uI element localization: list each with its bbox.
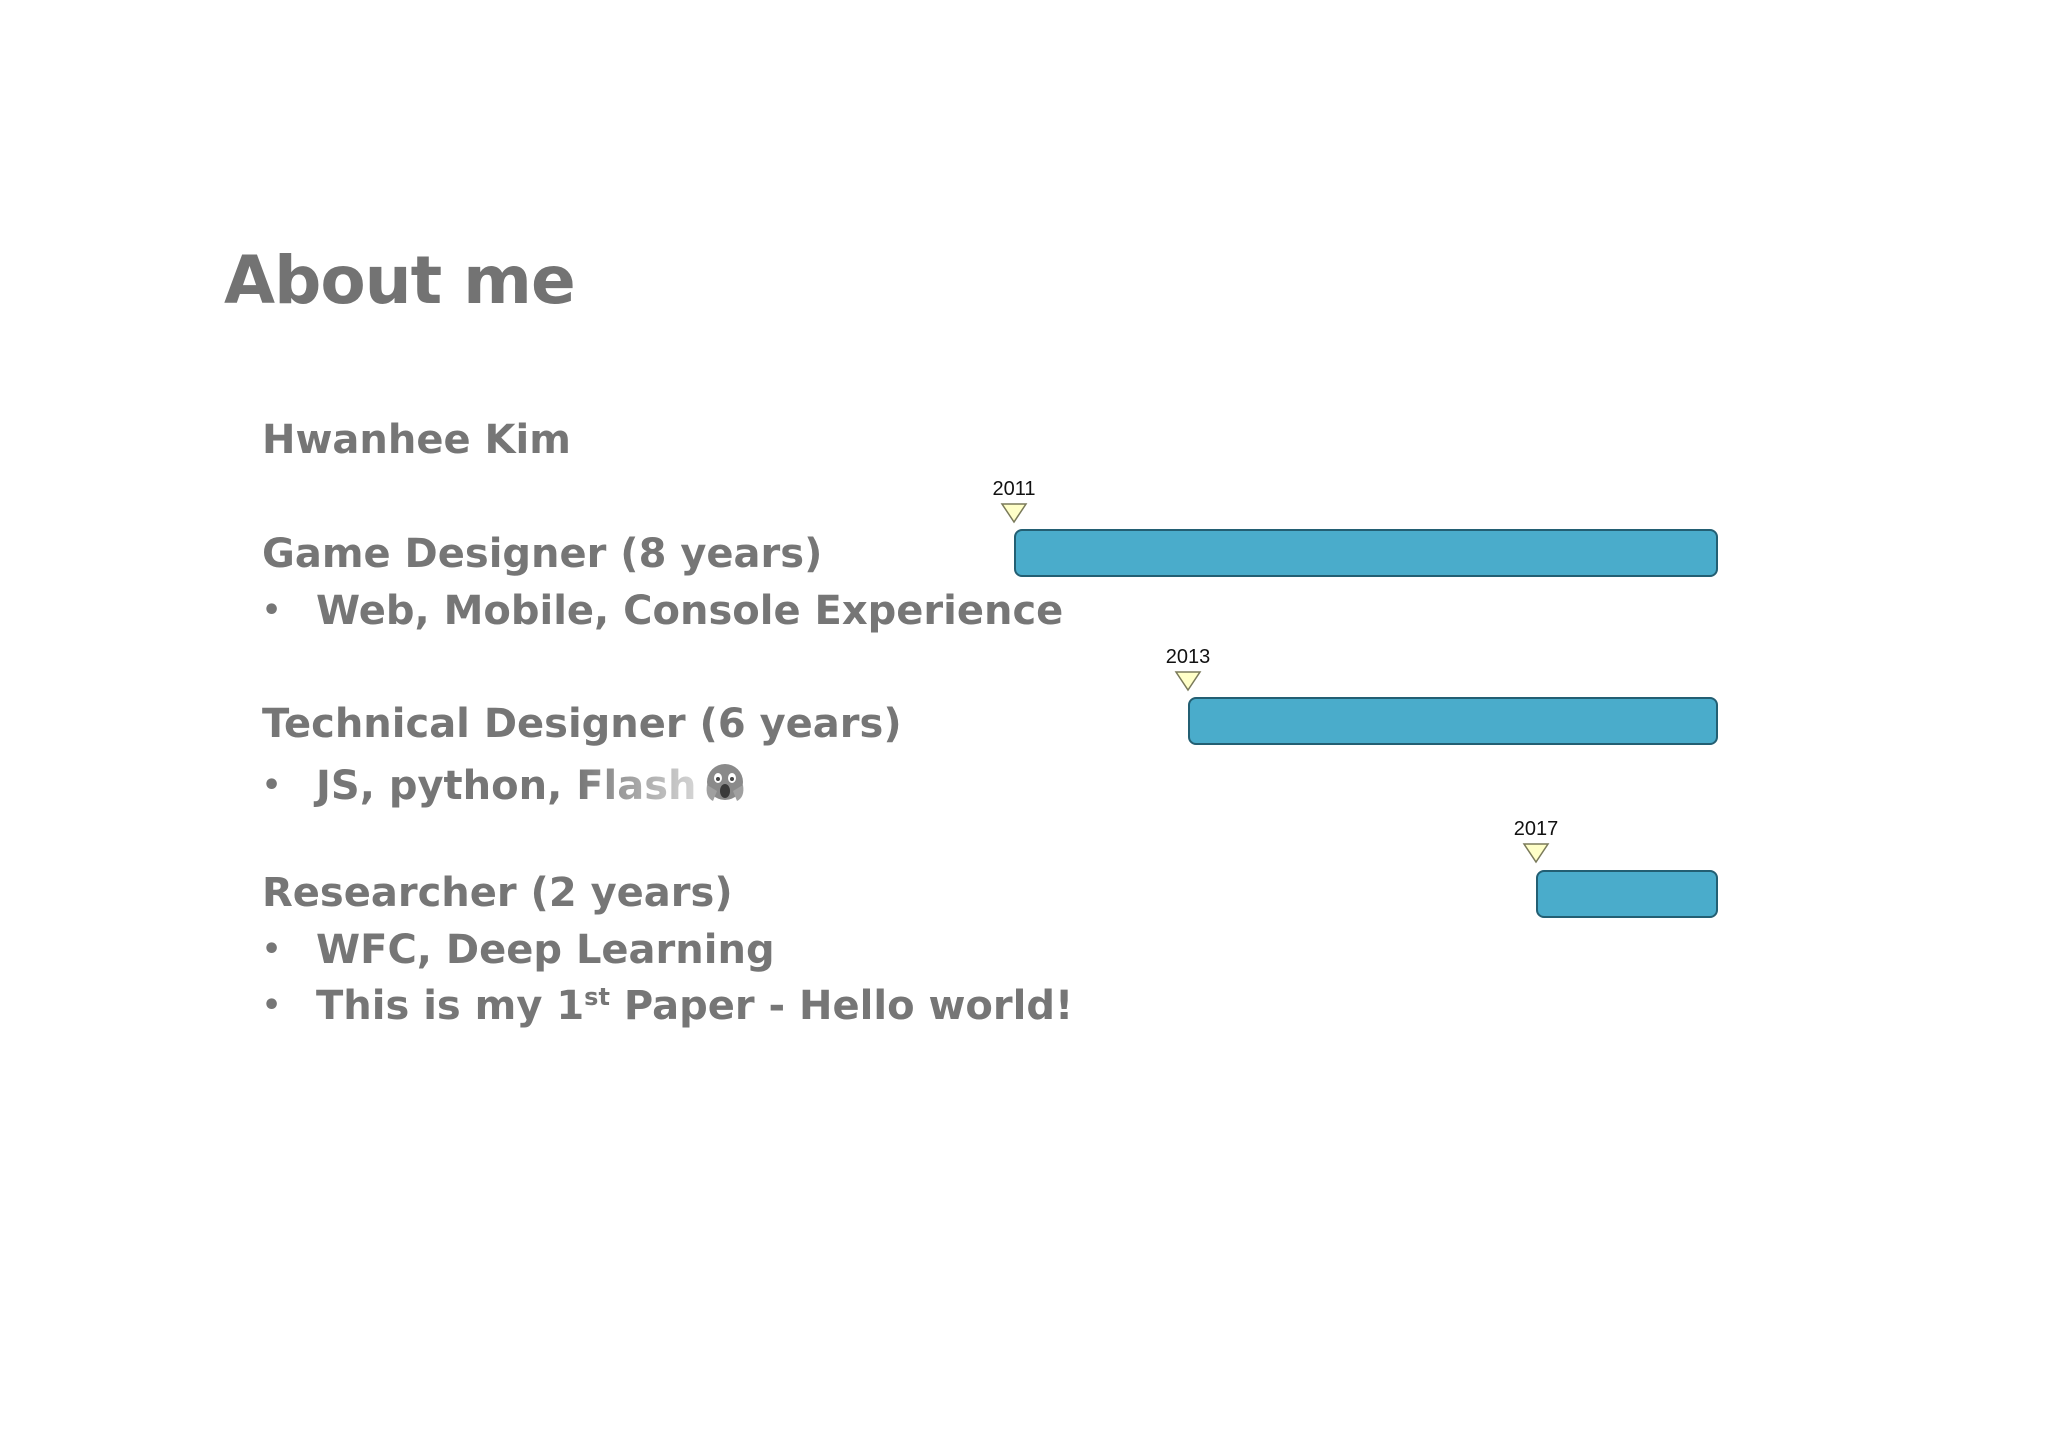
role-title-game-designer: Game Designer (8 years) <box>262 531 823 577</box>
list-item: • This is my 1st Paper - Hello world! <box>262 983 1074 1029</box>
bullet-icon: • <box>262 768 282 803</box>
start-year-label: 2017 <box>1513 818 1559 840</box>
bullet-icon: • <box>262 932 282 967</box>
list-item: • JS, python, Flash <box>262 761 747 806</box>
start-year-label: 2011 <box>992 478 1036 500</box>
year-marker-icon <box>1174 671 1202 692</box>
year-marker-icon <box>1522 843 1550 864</box>
year-marker-icon <box>1000 503 1028 524</box>
start-year-label: 2013 <box>1165 646 1211 668</box>
bullet-text: This is my 1 <box>316 983 585 1029</box>
list-item: • WFC, Deep Learning <box>262 930 775 970</box>
timeline-bar-game-designer <box>1014 529 1718 577</box>
superscript-text: st <box>584 983 610 1011</box>
timeline-bar-researcher <box>1536 870 1718 918</box>
bullet-icon: • <box>262 593 282 628</box>
bullet-icon: • <box>262 988 282 1023</box>
list-item: • Web, Mobile, Console Experience <box>262 591 1063 631</box>
role-title-technical-designer: Technical Designer (6 years) <box>262 701 902 747</box>
profile-name: Hwanhee Kim <box>262 417 571 463</box>
timeline-bar-technical-designer <box>1188 697 1718 745</box>
role-title-researcher: Researcher (2 years) <box>262 870 733 916</box>
screaming-face-icon <box>706 764 743 801</box>
bullet-text-suffix: Paper - Hello world! <box>609 983 1074 1029</box>
slide-title: About me <box>224 242 576 319</box>
bullet-text: Web, Mobile, Console Experience <box>316 588 1064 634</box>
faded-text: Flash <box>576 763 697 809</box>
bullet-text: JS, python, <box>316 763 577 809</box>
bullet-text: WFC, Deep Learning <box>316 927 775 973</box>
